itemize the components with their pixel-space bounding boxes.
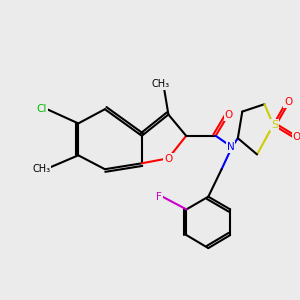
Text: O: O: [164, 154, 172, 164]
Text: F: F: [156, 192, 162, 202]
Text: S: S: [271, 120, 278, 130]
Text: Cl: Cl: [36, 103, 46, 114]
Text: CH₃: CH₃: [152, 80, 169, 89]
Text: O: O: [225, 110, 233, 119]
Text: CH₃: CH₃: [32, 164, 50, 174]
Text: N: N: [226, 142, 234, 152]
Text: O: O: [293, 132, 300, 142]
Text: O: O: [284, 97, 292, 107]
